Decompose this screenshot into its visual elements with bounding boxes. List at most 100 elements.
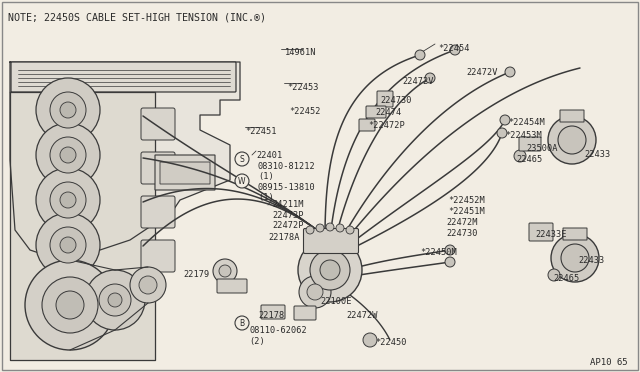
- Text: 22472W: 22472W: [346, 311, 378, 320]
- FancyBboxPatch shape: [11, 62, 236, 92]
- Text: *22452M: *22452M: [448, 196, 484, 205]
- Circle shape: [500, 115, 510, 125]
- Text: 22178A: 22178A: [268, 233, 300, 242]
- Text: 22433: 22433: [578, 256, 604, 265]
- Text: W: W: [238, 176, 246, 186]
- Text: *22453M: *22453M: [505, 131, 541, 140]
- Text: 22472V: 22472V: [466, 68, 497, 77]
- Circle shape: [50, 182, 86, 218]
- Circle shape: [36, 123, 100, 187]
- FancyBboxPatch shape: [560, 110, 584, 122]
- Text: (2): (2): [249, 337, 265, 346]
- Circle shape: [235, 174, 249, 188]
- Circle shape: [36, 78, 100, 142]
- Text: 22472V: 22472V: [402, 77, 433, 86]
- Circle shape: [235, 316, 249, 330]
- Text: (1): (1): [258, 172, 274, 181]
- Text: 22474: 22474: [375, 108, 401, 117]
- Circle shape: [42, 277, 98, 333]
- FancyBboxPatch shape: [141, 152, 175, 184]
- Text: *22452: *22452: [289, 107, 321, 116]
- Text: 22433: 22433: [584, 150, 611, 159]
- FancyBboxPatch shape: [563, 228, 587, 240]
- Text: 08310-81212: 08310-81212: [258, 162, 316, 171]
- Circle shape: [548, 116, 596, 164]
- FancyBboxPatch shape: [141, 240, 175, 272]
- Text: 22472M: 22472M: [446, 218, 477, 227]
- FancyBboxPatch shape: [141, 196, 175, 228]
- FancyBboxPatch shape: [303, 228, 358, 253]
- Circle shape: [85, 270, 145, 330]
- Circle shape: [50, 92, 86, 128]
- FancyBboxPatch shape: [217, 279, 247, 293]
- Text: 24211M: 24211M: [272, 200, 303, 209]
- Text: B: B: [239, 318, 244, 327]
- Text: 22179: 22179: [183, 270, 209, 279]
- Text: 14961N: 14961N: [285, 48, 317, 57]
- Text: *22450: *22450: [375, 338, 406, 347]
- Circle shape: [130, 267, 166, 303]
- Polygon shape: [10, 62, 240, 260]
- FancyBboxPatch shape: [377, 91, 393, 107]
- Circle shape: [108, 293, 122, 307]
- FancyBboxPatch shape: [160, 162, 210, 184]
- Circle shape: [60, 192, 76, 208]
- Text: 22433E: 22433E: [535, 230, 566, 239]
- Circle shape: [445, 245, 455, 255]
- FancyBboxPatch shape: [141, 108, 175, 140]
- Circle shape: [551, 234, 599, 282]
- Circle shape: [561, 244, 589, 272]
- Text: 22100E: 22100E: [320, 297, 351, 306]
- FancyBboxPatch shape: [294, 306, 316, 320]
- Text: 22473P: 22473P: [272, 211, 303, 220]
- Circle shape: [558, 126, 586, 154]
- Circle shape: [235, 152, 249, 166]
- Text: 22401: 22401: [256, 151, 282, 160]
- FancyBboxPatch shape: [529, 223, 553, 241]
- Circle shape: [36, 213, 100, 277]
- Text: 08110-62062: 08110-62062: [249, 326, 307, 335]
- Text: *22454: *22454: [438, 44, 470, 53]
- Circle shape: [139, 276, 157, 294]
- Polygon shape: [10, 92, 155, 360]
- FancyBboxPatch shape: [359, 119, 375, 131]
- FancyBboxPatch shape: [155, 155, 215, 190]
- Circle shape: [425, 73, 435, 83]
- FancyBboxPatch shape: [366, 106, 386, 118]
- Text: (1): (1): [258, 193, 274, 202]
- Circle shape: [336, 224, 344, 232]
- Text: 22472P: 22472P: [272, 221, 303, 230]
- Circle shape: [36, 168, 100, 232]
- Text: *22454M: *22454M: [508, 118, 545, 127]
- Text: *22450M: *22450M: [420, 248, 457, 257]
- Circle shape: [497, 128, 507, 138]
- Circle shape: [326, 223, 334, 231]
- Circle shape: [505, 67, 515, 77]
- Circle shape: [60, 237, 76, 253]
- Circle shape: [25, 260, 115, 350]
- Circle shape: [219, 265, 231, 277]
- Text: AΡ10 65: AΡ10 65: [590, 358, 628, 367]
- Text: 224730: 224730: [446, 229, 477, 238]
- FancyBboxPatch shape: [261, 305, 285, 319]
- Circle shape: [445, 257, 455, 267]
- Circle shape: [213, 259, 237, 283]
- Text: *22451: *22451: [245, 127, 276, 136]
- Circle shape: [299, 276, 331, 308]
- Circle shape: [514, 150, 526, 162]
- Circle shape: [450, 45, 460, 55]
- Text: S: S: [239, 154, 244, 164]
- Circle shape: [60, 147, 76, 163]
- Circle shape: [320, 260, 340, 280]
- Circle shape: [60, 102, 76, 118]
- Circle shape: [548, 269, 560, 281]
- Circle shape: [316, 224, 324, 232]
- Text: 224730: 224730: [380, 96, 412, 105]
- Circle shape: [56, 291, 84, 319]
- Text: 08915-13810: 08915-13810: [258, 183, 316, 192]
- Circle shape: [415, 50, 425, 60]
- Text: 22178: 22178: [258, 311, 284, 320]
- Text: 22465: 22465: [516, 155, 542, 164]
- Circle shape: [99, 284, 131, 316]
- Circle shape: [50, 227, 86, 263]
